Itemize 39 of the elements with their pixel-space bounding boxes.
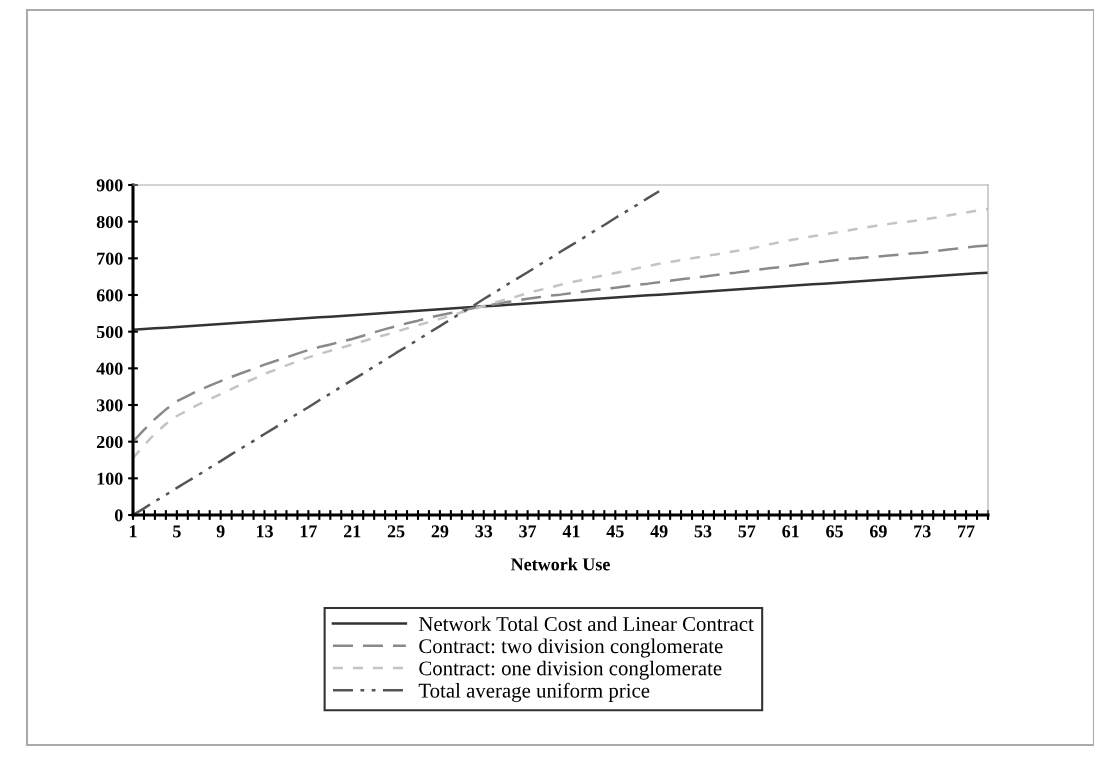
x-tick-label: 37 bbox=[519, 525, 537, 538]
x-tick-label: 5 bbox=[173, 525, 181, 538]
y-tick-label: 800 bbox=[96, 215, 123, 229]
x-tick-label: 9 bbox=[216, 525, 225, 538]
x-tick-label: 13 bbox=[256, 525, 273, 538]
y-tick-label: 400 bbox=[96, 362, 123, 375]
y-tick-label: 200 bbox=[96, 435, 123, 449]
x-axis-title: Network Use bbox=[510, 557, 610, 571]
y-tick-label: 0 bbox=[114, 509, 123, 522]
legend-label: Network Total Cost and Linear Contract bbox=[418, 616, 754, 632]
x-tick-label: 17 bbox=[300, 525, 317, 538]
line-series bbox=[133, 244, 988, 443]
x-tick-label: 29 bbox=[431, 525, 449, 538]
x-tick-label: 73 bbox=[914, 525, 931, 538]
x-tick-label: 53 bbox=[694, 525, 712, 538]
y-tick-label: 100 bbox=[97, 472, 123, 485]
x-tick-label: 77 bbox=[958, 525, 975, 538]
y-tick-label: 600 bbox=[96, 289, 123, 302]
y-tick-label: 300 bbox=[96, 399, 123, 412]
legend-label: Contract: one division conglomerate bbox=[419, 660, 722, 680]
x-tick-label: 57 bbox=[738, 525, 756, 538]
x-tick-label: 25 bbox=[387, 525, 405, 538]
y-tick-label: 700 bbox=[97, 252, 123, 265]
legend-label: Contract: two division conglomerate bbox=[419, 638, 723, 658]
x-tick-label: 33 bbox=[475, 525, 493, 538]
x-tick-label: 21 bbox=[343, 525, 361, 538]
x-tick-label: 1 bbox=[129, 525, 137, 538]
y-tick-label: 900 bbox=[96, 179, 123, 192]
x-tick-label: 45 bbox=[606, 525, 624, 538]
x-tick-label: 49 bbox=[650, 525, 668, 538]
x-tick-label: 69 bbox=[869, 525, 887, 538]
x-tick-label: 41 bbox=[562, 525, 580, 538]
x-tick-label: 65 bbox=[826, 525, 843, 538]
line-series bbox=[133, 189, 661, 515]
line-series bbox=[133, 207, 988, 460]
x-tick-label: 61 bbox=[782, 525, 799, 538]
legend-label: Total average uniform price bbox=[418, 682, 650, 702]
line-series bbox=[133, 271, 988, 332]
y-tick-label: 500 bbox=[96, 325, 123, 339]
